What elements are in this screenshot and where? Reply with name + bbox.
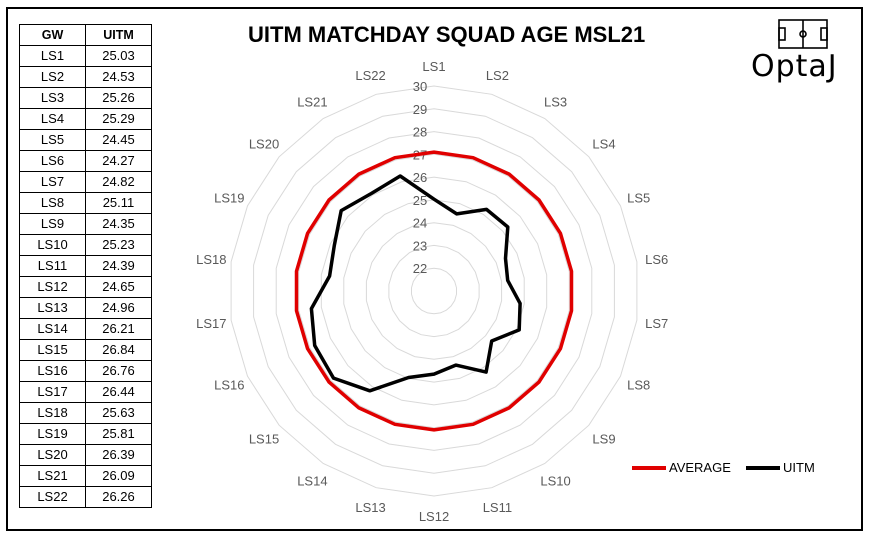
legend-label-average: AVERAGE xyxy=(669,460,731,475)
age-cell: 26.76 xyxy=(85,360,152,382)
category-label: LS18 xyxy=(196,252,226,267)
table-row: LS21 26.09 xyxy=(19,465,152,487)
age-cell: 26.84 xyxy=(85,339,152,361)
series-line-uitm xyxy=(309,174,522,393)
table-row: LS4 25.29 xyxy=(19,108,152,130)
table-row: LS15 26.84 xyxy=(19,339,152,361)
radial-tick-label: 24 xyxy=(413,216,427,231)
gameweek-cell: LS14 xyxy=(19,318,86,340)
age-cell: 24.53 xyxy=(85,66,152,88)
table-row: LS8 25.11 xyxy=(19,192,152,214)
legend-swatch-uitm xyxy=(746,466,780,470)
category-label: LS1 xyxy=(422,59,445,74)
logo-text: OptaJ xyxy=(751,49,838,84)
gameweek-cell: LS11 xyxy=(19,255,86,277)
age-cell: 24.45 xyxy=(85,129,152,151)
series-line-average xyxy=(294,150,574,432)
header-uitm: UITM xyxy=(85,24,152,46)
age-cell: 25.03 xyxy=(85,45,152,67)
age-cell: 26.39 xyxy=(85,444,152,466)
category-label: LS8 xyxy=(627,378,650,393)
category-label: LS19 xyxy=(214,191,244,206)
age-cell: 24.96 xyxy=(85,297,152,319)
category-label: LS9 xyxy=(592,431,615,446)
radial-tick-label: 25 xyxy=(413,193,427,208)
age-cell: 25.11 xyxy=(85,192,152,214)
table-row: LS22 26.26 xyxy=(19,486,152,508)
table-row: LS12 24.65 xyxy=(19,276,152,298)
table-row: LS7 24.82 xyxy=(19,171,152,193)
category-label: LS20 xyxy=(249,137,279,152)
table-row: LS19 25.81 xyxy=(19,423,152,445)
category-label: LS5 xyxy=(627,191,650,206)
gameweek-cell: LS22 xyxy=(19,486,86,508)
gameweek-cell: LS8 xyxy=(19,192,86,214)
age-cell: 25.81 xyxy=(85,423,152,445)
table-row: LS11 24.39 xyxy=(19,255,152,277)
age-cell: 24.27 xyxy=(85,150,152,172)
category-label: LS13 xyxy=(355,500,385,515)
table-row: LS13 24.96 xyxy=(19,297,152,319)
category-label: LS4 xyxy=(592,137,615,152)
radial-tick-label: 28 xyxy=(413,125,427,140)
grid-ring xyxy=(275,131,593,451)
age-cell: 24.82 xyxy=(85,171,152,193)
category-label: LS10 xyxy=(540,473,570,488)
gameweek-table: GW UITM LS1 25.03 LS2 24.53 LS3 25.26 LS4 25.29… xyxy=(19,24,152,508)
grid-ring xyxy=(365,222,503,360)
age-cell: 24.35 xyxy=(85,213,152,235)
gameweek-cell: LS4 xyxy=(19,108,86,130)
category-label: LS3 xyxy=(544,95,567,110)
category-label: LS22 xyxy=(355,68,385,83)
radial-tick-label: 23 xyxy=(413,238,427,253)
category-label: LS7 xyxy=(645,316,668,331)
table-row: LS9 24.35 xyxy=(19,213,152,235)
legend-label-uitm: UITM xyxy=(783,460,815,475)
category-label: LS16 xyxy=(214,378,244,393)
grid-ring xyxy=(388,244,480,338)
gameweek-cell: LS20 xyxy=(19,444,86,466)
category-label: LS17 xyxy=(196,316,226,331)
category-label: LS6 xyxy=(645,252,668,267)
category-label: LS15 xyxy=(249,431,279,446)
grid-ring xyxy=(230,85,638,497)
grid-ring xyxy=(298,153,570,429)
category-label: LS21 xyxy=(297,95,327,110)
radial-tick-label: 29 xyxy=(413,102,427,117)
grid-ring xyxy=(343,199,525,383)
gameweek-cell: LS2 xyxy=(19,66,86,88)
category-label: LS14 xyxy=(297,473,327,488)
grid-ring xyxy=(411,267,457,315)
age-cell: 26.26 xyxy=(85,486,152,508)
chart-title: UITM MATCHDAY SQUAD AGE MSL21 xyxy=(248,22,646,47)
table-row: LS14 26.21 xyxy=(19,318,152,340)
table-row: LS1 25.03 xyxy=(19,45,152,67)
legend-swatch-average xyxy=(632,466,666,470)
radial-tick-label: 30 xyxy=(413,79,427,94)
football-pitch-icon xyxy=(778,19,828,49)
radial-tick-label: 22 xyxy=(413,261,427,276)
age-cell: 25.29 xyxy=(85,108,152,130)
grid-ring xyxy=(253,108,615,474)
gameweek-cell: LS21 xyxy=(19,465,86,487)
category-label: LS12 xyxy=(419,509,449,524)
table-row: LS20 26.39 xyxy=(19,444,152,466)
age-cell: 24.65 xyxy=(85,276,152,298)
category-label: LS2 xyxy=(486,68,509,83)
category-label: LS11 xyxy=(483,500,512,515)
table-row: LS2 24.53 xyxy=(19,66,152,88)
table-row: LS5 24.45 xyxy=(19,129,152,151)
radial-tick-label: 26 xyxy=(413,170,427,185)
table-row: LS17 26.44 xyxy=(19,381,152,403)
